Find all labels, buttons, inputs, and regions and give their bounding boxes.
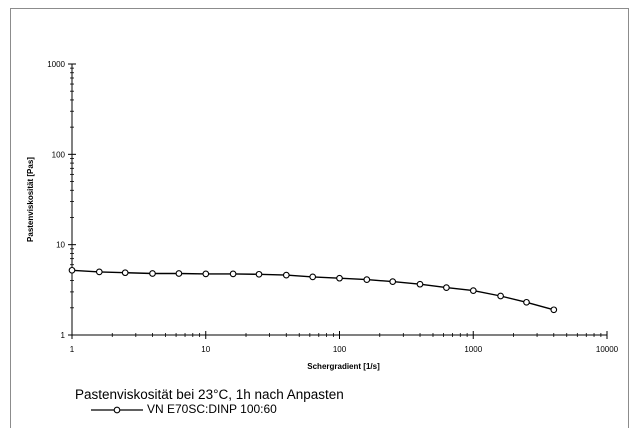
data-point — [469, 287, 477, 294]
x-tick-label: 10000 — [596, 345, 619, 354]
data-point — [68, 266, 76, 274]
legend-swatch — [91, 406, 143, 413]
data-point — [497, 292, 504, 300]
data-point — [336, 274, 343, 282]
data-point — [550, 306, 558, 314]
data-point — [443, 284, 450, 291]
legend-entry: VN E70SC:DINP 100:60 — [91, 403, 344, 416]
x-tick-label: 1000 — [464, 345, 482, 354]
chart-frame: 1 10 100 1000 1 10 100 1000 10000 Pastenviskosit… — [10, 8, 629, 428]
chart-title: Pastenviskosität bei 23°C, 1h nach Anpas… — [75, 387, 344, 402]
y-axis-title: Pastenviskosität [Pas] — [26, 157, 35, 242]
data-point — [309, 273, 317, 281]
data-point — [229, 270, 237, 278]
data-point — [121, 269, 129, 277]
data-point — [389, 278, 397, 285]
chart-plot: 1 10 100 1000 1 10 100 1000 10000 Pastenviskosit… — [26, 60, 619, 371]
legend-series-label: VN E70SC:DINP 100:60 — [147, 402, 277, 416]
data-point — [175, 270, 183, 277]
data-point — [523, 298, 530, 306]
x-axis-title: Schergradient [1/s] — [307, 362, 380, 371]
y-tick-label: 1000 — [47, 60, 65, 69]
data-point — [202, 270, 210, 278]
x-tick-label: 10 — [201, 345, 210, 354]
y-tick-label: 1 — [61, 331, 66, 340]
data-point — [416, 280, 424, 288]
data-point — [363, 276, 371, 283]
x-tick-label: 1 — [70, 345, 75, 354]
y-tick-label: 100 — [52, 150, 66, 159]
y-tick-label: 10 — [56, 241, 65, 250]
data-point — [149, 270, 156, 277]
data-point — [95, 268, 103, 276]
data-point — [255, 270, 263, 278]
x-tick-label: 100 — [333, 345, 347, 354]
legend: Pastenviskosität bei 23°C, 1h nach Anpas… — [75, 387, 344, 416]
data-point — [282, 271, 290, 279]
